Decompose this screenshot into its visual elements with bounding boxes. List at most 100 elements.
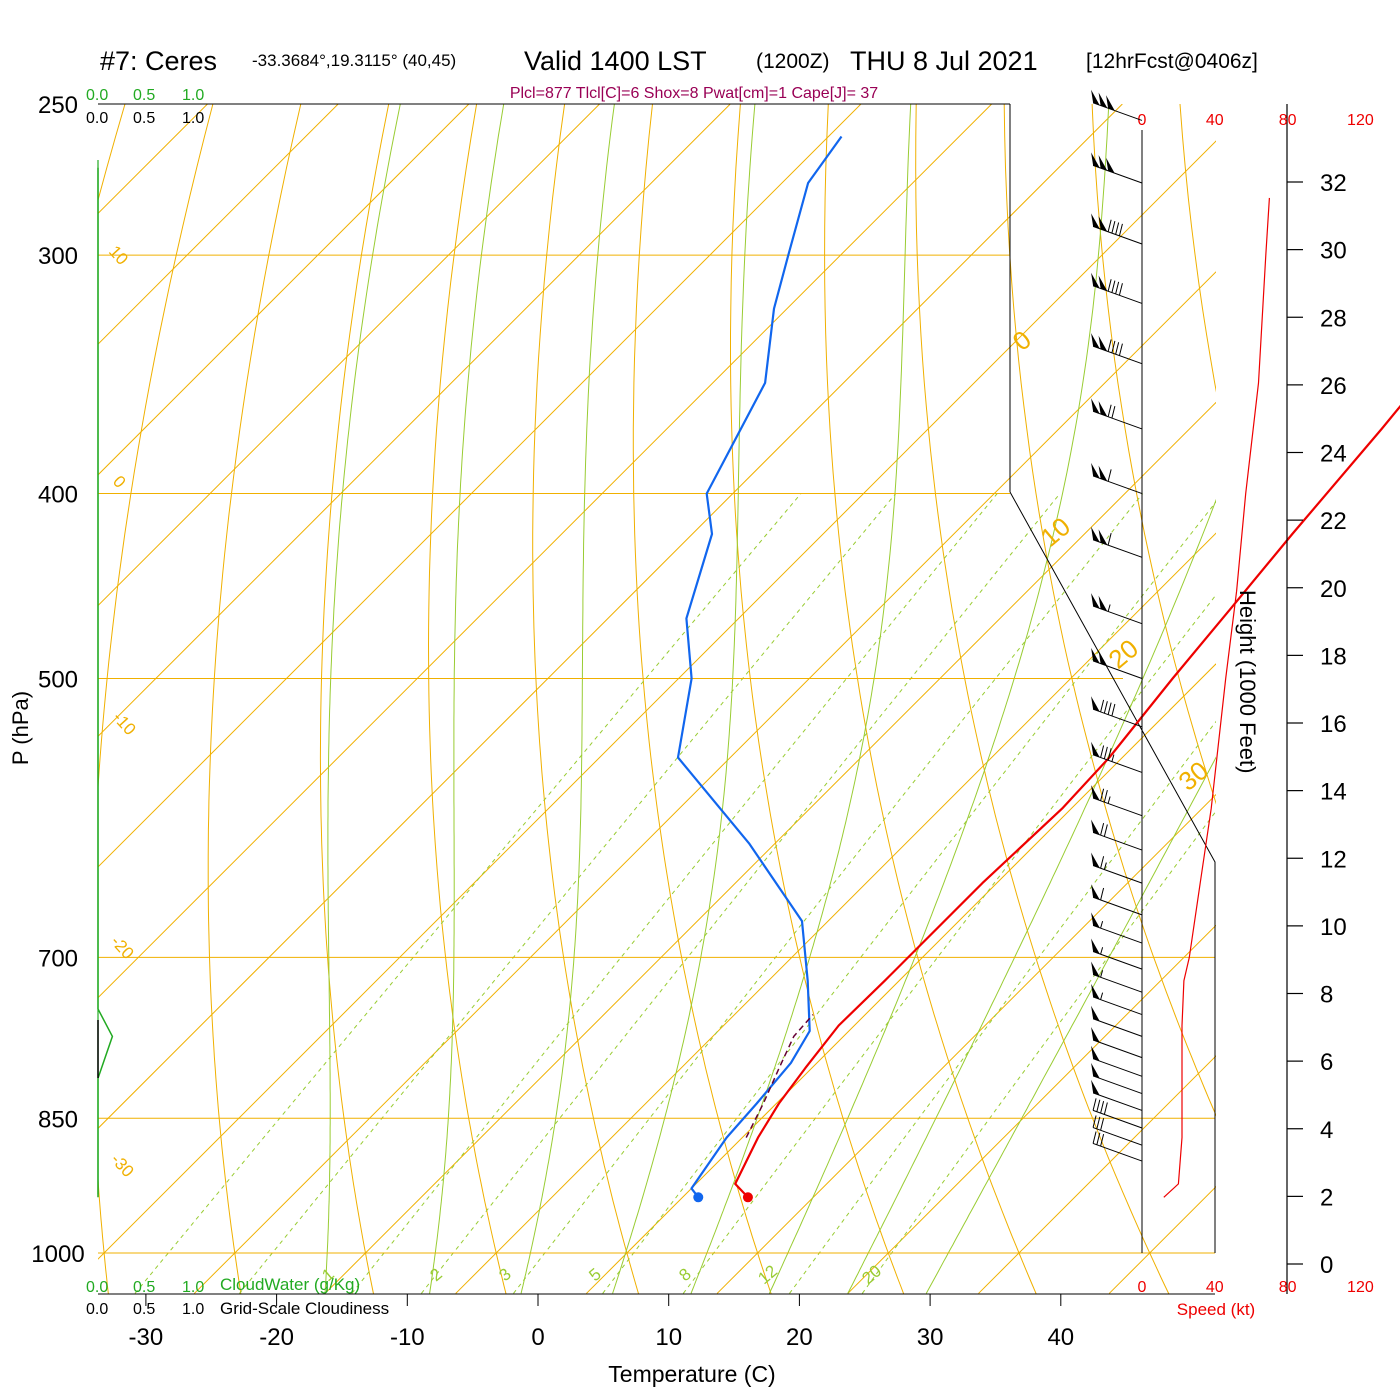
speed-tick-bottom: 40 [1206, 1279, 1224, 1296]
dry-adiabat-line [1091, 104, 1216, 805]
isotherm-line [716, 793, 1216, 1294]
temperature-tick-label: 40 [1047, 1324, 1074, 1351]
wind-barb-feather [1107, 219, 1112, 232]
wind-barb [1091, 593, 1143, 625]
mixing-ratio-label: 3 [495, 1264, 514, 1285]
wind-speed-profile [1163, 197, 1270, 1198]
wind-barb-feather [1111, 405, 1116, 419]
zulu-time: (1200Z) [756, 50, 830, 73]
isotherm-line [98, 104, 339, 345]
temperature-profile [734, 404, 1400, 1199]
wind-barb-pennant [1091, 526, 1100, 543]
wind-barb-staff [1092, 1058, 1143, 1077]
isotherm-line [586, 663, 1216, 1294]
wind-barb [1091, 1045, 1143, 1077]
temperature-tick-label: 30 [917, 1324, 944, 1351]
wind-barb [1092, 1131, 1143, 1162]
height-tick-label: 14 [1320, 779, 1347, 806]
height-tick-label: 18 [1320, 643, 1347, 670]
cloud-panel: 0.0 0.5 1.0 0.0 0.5 1.0 0.0 0.5 1.0 CloudWater (g… [86, 87, 389, 1318]
speed-tick-top: 40 [1206, 112, 1224, 129]
moist-adiabat-line [324, 104, 401, 1294]
forecast-run: [12hrFcst@0406z] [1086, 50, 1258, 73]
wind-barb-pennant [1091, 912, 1100, 928]
wind-barb [1091, 741, 1143, 773]
wind-barb-feather [1100, 823, 1105, 836]
height-tick-label: 6 [1320, 1049, 1333, 1076]
height-tick-label: 32 [1320, 170, 1347, 197]
wind-barb-staff [1092, 475, 1143, 495]
wind-barb [1091, 961, 1143, 993]
station-title: #7: Ceres [100, 46, 217, 76]
wind-barb-feather [1107, 469, 1112, 482]
wind-barb-feather [1100, 1118, 1105, 1131]
wind-barb-pennant [1091, 696, 1100, 712]
cloud-water-tick: 0.0 [86, 1279, 108, 1296]
plot-frame [98, 103, 1216, 1295]
wind-barb-staff [1092, 974, 1143, 993]
dry-adiabat-label: 30 [1173, 755, 1214, 797]
pressure-tick-label: 300 [38, 243, 78, 270]
isotherm-line [98, 140, 1216, 1260]
wind-barb-staff [1092, 996, 1143, 1016]
mixing-ratio-line [421, 493, 1061, 1294]
isotherm-line [98, 104, 862, 868]
wind-barb-pennant [1106, 95, 1115, 111]
wind-barb-pennant [1098, 465, 1108, 481]
wind-barb [1091, 398, 1143, 430]
wind-barb-staff [1092, 102, 1143, 121]
wind-barb-staff [1092, 1039, 1143, 1059]
wind-barb-feather [1115, 281, 1120, 295]
mixing-ratio-line [239, 493, 897, 1294]
moist-adiabat-line [768, 104, 1110, 1294]
isotherm-line [847, 924, 1216, 1294]
height-tick-label: 2 [1320, 1184, 1333, 1211]
wind-barb-feather [1092, 1115, 1097, 1128]
dry-adiabat-line [319, 104, 390, 1294]
isotherm-label: 10 [105, 242, 132, 269]
moist-adiabat-line [612, 104, 756, 1294]
height-tick-label: 30 [1320, 238, 1347, 265]
wind-barb-pennant [1091, 152, 1100, 168]
wind-barb-feather [1118, 283, 1123, 296]
wind-barb-pennant [1091, 983, 1100, 1000]
height-tick-label: 20 [1320, 576, 1347, 603]
mixing-ratio-label: 5 [585, 1264, 604, 1285]
isotherm-line [98, 104, 731, 737]
dry-adiabat-line [1268, 104, 1400, 1301]
wind-barb-feather [1100, 1134, 1105, 1147]
station-coords: -33.3684°,19.3115° (40,45) [252, 51, 456, 70]
wind-barb-pennant [1091, 398, 1100, 414]
moist-adiabat-line [520, 104, 615, 1294]
mixing-ratio-label: 8 [675, 1264, 694, 1285]
wind-barb-staff [1092, 1127, 1143, 1146]
wind-barb [1091, 1079, 1143, 1111]
wind-barb-pennant [1091, 213, 1100, 229]
wind-barb-staff [1092, 865, 1143, 884]
pressure-tick-label: 700 [38, 945, 78, 972]
height-axis-label: Height (1000 Feet) [1235, 590, 1260, 773]
height-tick-label: 10 [1320, 914, 1347, 941]
wind-barb [1091, 1062, 1143, 1095]
speed-tick-top: 80 [1279, 112, 1297, 129]
forecast-date: THU 8 Jul 2021 [850, 46, 1038, 76]
height-tick-label: 22 [1320, 508, 1347, 535]
wind-barb-feather [1107, 404, 1112, 417]
wind-barb-pennant [1091, 272, 1100, 289]
mixing-ratio-label: 2 [426, 1264, 445, 1285]
valid-time: Valid 1400 LST [524, 46, 707, 76]
mixing-ratio-line [861, 810, 1216, 1294]
wind-barb-feather [1100, 788, 1105, 801]
wind-barb-staff [1092, 1075, 1143, 1095]
wind-barb-pennant [1098, 155, 1108, 171]
temperature-tick-label: -20 [259, 1324, 294, 1351]
wind-barb-pennant [1098, 529, 1108, 545]
height-tick-label: 0 [1320, 1252, 1333, 1279]
thermo-background [98, 104, 1400, 1301]
wind-barb-feather [1111, 340, 1116, 353]
wind-barb-feather [1115, 342, 1120, 355]
mixing-ratio-line [789, 720, 1216, 1294]
